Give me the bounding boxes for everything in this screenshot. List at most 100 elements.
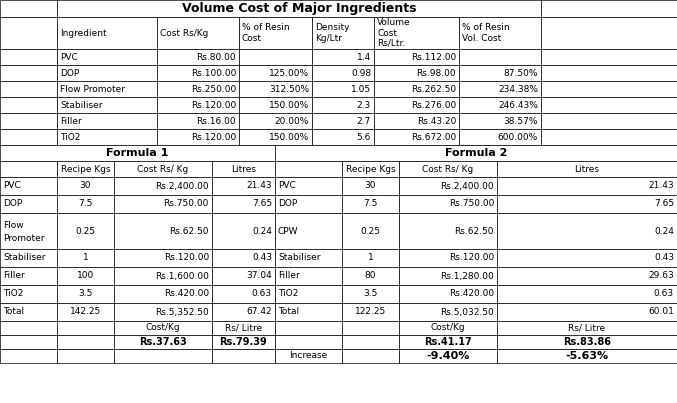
Text: Rs.1,280.00: Rs.1,280.00 <box>440 272 494 280</box>
Bar <box>399 213 497 249</box>
Bar <box>342 267 399 285</box>
Bar <box>399 321 497 335</box>
Bar <box>0 195 57 213</box>
Text: Rs.250.00: Rs.250.00 <box>191 85 236 93</box>
Text: Rs.2,400.00: Rs.2,400.00 <box>440 181 494 191</box>
Text: -5.63%: -5.63% <box>565 351 609 361</box>
Bar <box>497 303 677 321</box>
Bar <box>0 303 57 321</box>
Text: Volume Cost of Major Ingredients: Volume Cost of Major Ingredients <box>181 2 416 15</box>
Bar <box>239 49 312 65</box>
Text: Rs.83.86: Rs.83.86 <box>563 337 611 347</box>
Bar <box>212 161 275 177</box>
Text: TiO2: TiO2 <box>278 289 299 299</box>
Text: Rs.120.00: Rs.120.00 <box>164 253 209 262</box>
Text: Rs/ Litre: Rs/ Litre <box>569 324 605 332</box>
Bar <box>239 129 312 145</box>
Bar <box>57 65 157 81</box>
Bar <box>0 177 57 195</box>
Bar <box>312 17 374 49</box>
Bar <box>312 81 374 97</box>
Bar <box>275 249 342 267</box>
Bar <box>0 267 57 285</box>
Bar <box>57 285 114 303</box>
Bar <box>275 335 342 349</box>
Text: Cost Rs/Kg: Cost Rs/Kg <box>160 29 209 37</box>
Text: 0.43: 0.43 <box>654 253 674 262</box>
Bar <box>57 349 114 363</box>
Bar <box>342 285 399 303</box>
Text: Rs.16.00: Rs.16.00 <box>196 116 236 125</box>
Text: 7.5: 7.5 <box>364 199 378 208</box>
Bar <box>374 81 459 97</box>
Bar <box>114 335 212 349</box>
Text: 0.43: 0.43 <box>252 253 272 262</box>
Text: Rs.672.00: Rs.672.00 <box>411 133 456 141</box>
Bar <box>57 195 114 213</box>
Bar <box>114 177 212 195</box>
Text: Promoter: Promoter <box>3 234 45 243</box>
Bar <box>459 81 541 97</box>
Bar <box>157 17 239 49</box>
Text: TiO2: TiO2 <box>60 133 81 141</box>
Text: Rs.5,032.50: Rs.5,032.50 <box>440 307 494 316</box>
Bar <box>275 349 342 363</box>
Text: TiO2: TiO2 <box>3 289 24 299</box>
Bar <box>212 285 275 303</box>
Bar <box>157 97 239 113</box>
Bar <box>342 335 399 349</box>
Bar <box>57 335 114 349</box>
Text: Filler: Filler <box>60 116 82 125</box>
Bar <box>0 321 57 335</box>
Text: Rs.750.00: Rs.750.00 <box>164 199 209 208</box>
Text: Recipe Kgs: Recipe Kgs <box>346 164 395 174</box>
Text: Litres: Litres <box>575 164 600 174</box>
Text: Rs.262.50: Rs.262.50 <box>411 85 456 93</box>
Bar <box>497 285 677 303</box>
Text: 87.50%: 87.50% <box>504 69 538 77</box>
Bar <box>212 213 275 249</box>
Bar <box>157 81 239 97</box>
Text: Rs.420.00: Rs.420.00 <box>449 289 494 299</box>
Bar <box>57 49 157 65</box>
Text: Rs.80.00: Rs.80.00 <box>196 52 236 62</box>
Text: Filler: Filler <box>3 272 25 280</box>
Bar <box>399 335 497 349</box>
Text: Rs.100.00: Rs.100.00 <box>191 69 236 77</box>
Text: Rs.41.17: Rs.41.17 <box>424 337 472 347</box>
Bar <box>541 113 677 129</box>
Text: Cost Rs/ Kg: Cost Rs/ Kg <box>422 164 474 174</box>
Bar <box>374 17 459 49</box>
Text: -9.40%: -9.40% <box>427 351 470 361</box>
Bar <box>459 65 541 81</box>
Text: 60.01: 60.01 <box>648 307 674 316</box>
Bar <box>399 177 497 195</box>
Text: 2.7: 2.7 <box>357 116 371 125</box>
Bar <box>57 249 114 267</box>
Text: Formula 2: Formula 2 <box>445 148 507 158</box>
Text: PVC: PVC <box>60 52 78 62</box>
Bar <box>541 129 677 145</box>
Text: Cost Rs/ Kg: Cost Rs/ Kg <box>137 164 189 174</box>
Text: 1.05: 1.05 <box>351 85 371 93</box>
Text: Total: Total <box>3 307 24 316</box>
Text: Rs.112.00: Rs.112.00 <box>411 52 456 62</box>
Bar <box>399 285 497 303</box>
Bar <box>0 81 57 97</box>
Text: 3.5: 3.5 <box>364 289 378 299</box>
Bar <box>114 303 212 321</box>
Bar <box>459 49 541 65</box>
Bar <box>0 65 57 81</box>
Text: 37.04: 37.04 <box>246 272 272 280</box>
Text: 7.65: 7.65 <box>654 199 674 208</box>
Text: Rs.1,600.00: Rs.1,600.00 <box>155 272 209 280</box>
Text: Rs.37.63: Rs.37.63 <box>139 337 187 347</box>
Bar <box>114 213 212 249</box>
Text: Stabiliser: Stabiliser <box>3 253 45 262</box>
Bar <box>497 213 677 249</box>
Bar <box>399 249 497 267</box>
Bar <box>312 65 374 81</box>
Text: 122.25: 122.25 <box>355 307 386 316</box>
Text: Rs.420.00: Rs.420.00 <box>164 289 209 299</box>
Text: Recipe Kgs: Recipe Kgs <box>61 164 110 174</box>
